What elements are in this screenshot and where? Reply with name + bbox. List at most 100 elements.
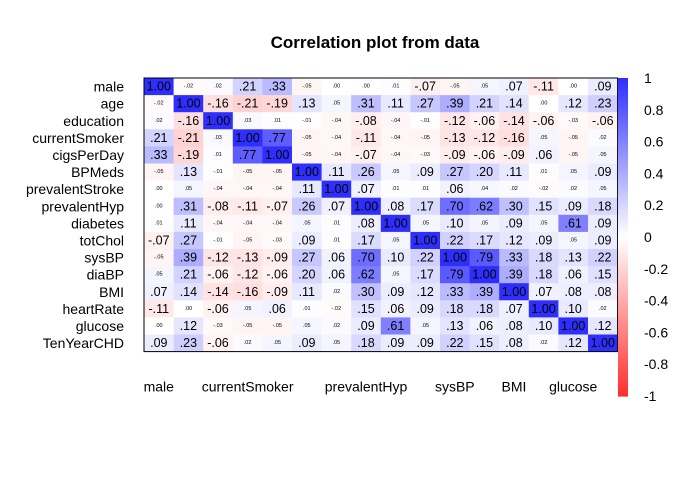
colorbar-segment — [618, 117, 628, 120]
cell-value-label: .61 — [565, 216, 582, 230]
colorbar-tick-label: -1 — [644, 388, 657, 404]
cell-value-label: -.04 — [332, 118, 341, 124]
cell-value-label: -.05 — [243, 169, 252, 175]
colorbar-segment — [618, 238, 628, 241]
colorbar-segment — [618, 95, 628, 98]
colorbar-segment — [618, 90, 628, 93]
colorbar-tick-label: 0.8 — [644, 102, 664, 118]
heatmap-cell — [262, 317, 293, 335]
cell-value-label: 1.00 — [383, 216, 407, 230]
heatmap-cell — [410, 266, 441, 284]
colorbar-segment — [618, 376, 628, 380]
colorbar-segment — [618, 308, 628, 311]
colorbar-segment — [618, 176, 628, 179]
cell-value-label: -.04 — [391, 152, 400, 158]
colorbar-segment — [618, 333, 628, 337]
heatmap-cell — [262, 197, 293, 216]
row-label: heartRate — [63, 301, 125, 317]
colorbar-segment — [618, 187, 628, 190]
heatmap-cell — [588, 214, 618, 233]
cell-value-label: .18 — [476, 302, 493, 316]
heatmap-cell — [292, 78, 322, 96]
colorbar-segment — [618, 300, 628, 303]
cell-value-label: .22 — [446, 336, 463, 350]
colorbar-tick-label: 0 — [644, 229, 652, 245]
cell-value-label: .05 — [303, 323, 311, 329]
colorbar-segment — [618, 84, 628, 87]
heatmap-cell — [144, 112, 174, 130]
cell-value-label: .08 — [505, 319, 522, 333]
colorbar-segment — [618, 179, 628, 182]
heatmap-cell — [351, 112, 382, 130]
cell-value-label: .06 — [535, 148, 552, 162]
colorbar-segment — [618, 338, 628, 341]
cell-value-label: .39 — [180, 251, 197, 265]
colorbar-segment — [618, 330, 628, 333]
cell-value-label: .21 — [150, 131, 167, 145]
column-label: sysBP — [435, 379, 475, 395]
colorbar-segment — [618, 97, 628, 100]
row-label: sysBP — [84, 250, 124, 266]
cell-value-label: .06 — [476, 319, 493, 333]
cell-value-label: -.06 — [533, 114, 555, 128]
heatmap-cell — [558, 112, 589, 130]
colorbar-segment — [618, 332, 628, 335]
cell-value-label: -.05 — [568, 135, 577, 141]
colorbar-segment — [618, 163, 628, 167]
cell-value-label: .23 — [180, 336, 197, 350]
cell-value-label: -.07 — [266, 199, 288, 213]
cell-value-label: -.14 — [207, 285, 229, 299]
heatmap-cell — [380, 78, 411, 96]
colorbar-segment — [618, 243, 628, 246]
heatmap-cell — [173, 334, 204, 352]
heatmap-cell — [232, 249, 263, 267]
cell-value-label: .17 — [476, 233, 493, 247]
heatmap-cell — [321, 249, 352, 267]
colorbar-segment — [618, 273, 628, 276]
colorbar-segment — [618, 232, 628, 235]
cell-value-label: -.05 — [154, 169, 163, 175]
cell-value-label: .05 — [421, 323, 429, 329]
cell-value-label: .17 — [417, 268, 434, 282]
colorbar-tick-label: -0.2 — [644, 261, 668, 277]
heatmap-cell — [410, 78, 441, 96]
heatmap-cell — [262, 231, 293, 250]
colorbar-segment — [618, 321, 628, 324]
heatmap-cell — [588, 197, 618, 216]
heatmap-cell — [292, 249, 322, 267]
colorbar-segment — [618, 189, 628, 192]
cell-value-label: .05 — [599, 152, 607, 158]
colorbar-segment — [618, 78, 628, 81]
heatmap-cell — [292, 180, 322, 199]
heatmap-cell — [588, 283, 618, 301]
colorbar-segment — [618, 380, 628, 383]
cell-value-label: .33 — [269, 80, 286, 94]
cell-value-label: .39 — [476, 285, 493, 299]
colorbar-segment — [618, 316, 628, 319]
heatmap-cell — [440, 180, 470, 199]
row-label: glucose — [76, 318, 124, 334]
cell-value-label: .07 — [328, 199, 345, 213]
heatmap-cell — [558, 283, 589, 301]
heatmap-cell — [232, 112, 263, 130]
cell-value-label: .17 — [417, 199, 434, 213]
colorbar-segment — [618, 364, 628, 367]
heatmap-cell — [588, 163, 618, 181]
cell-value-label: .00 — [569, 84, 577, 90]
cell-value-label: -.07 — [414, 80, 436, 94]
cell-value-label: .06 — [328, 268, 345, 282]
cell-value-label: .14 — [180, 285, 197, 299]
cell-value-label: -.21 — [178, 131, 200, 145]
heatmap-cell — [558, 214, 589, 233]
heatmap-cell — [351, 266, 382, 284]
colorbar-segment — [618, 295, 628, 299]
heatmap-cell — [203, 146, 234, 164]
cell-value-label: -.07 — [148, 233, 170, 247]
heatmap-cell — [410, 95, 441, 113]
cell-value-label: .21 — [239, 80, 256, 94]
colorbar-segment — [618, 211, 628, 214]
heatmap-cell — [558, 163, 589, 181]
cell-value-label: .70 — [446, 199, 463, 213]
heatmap-cell — [440, 78, 470, 96]
